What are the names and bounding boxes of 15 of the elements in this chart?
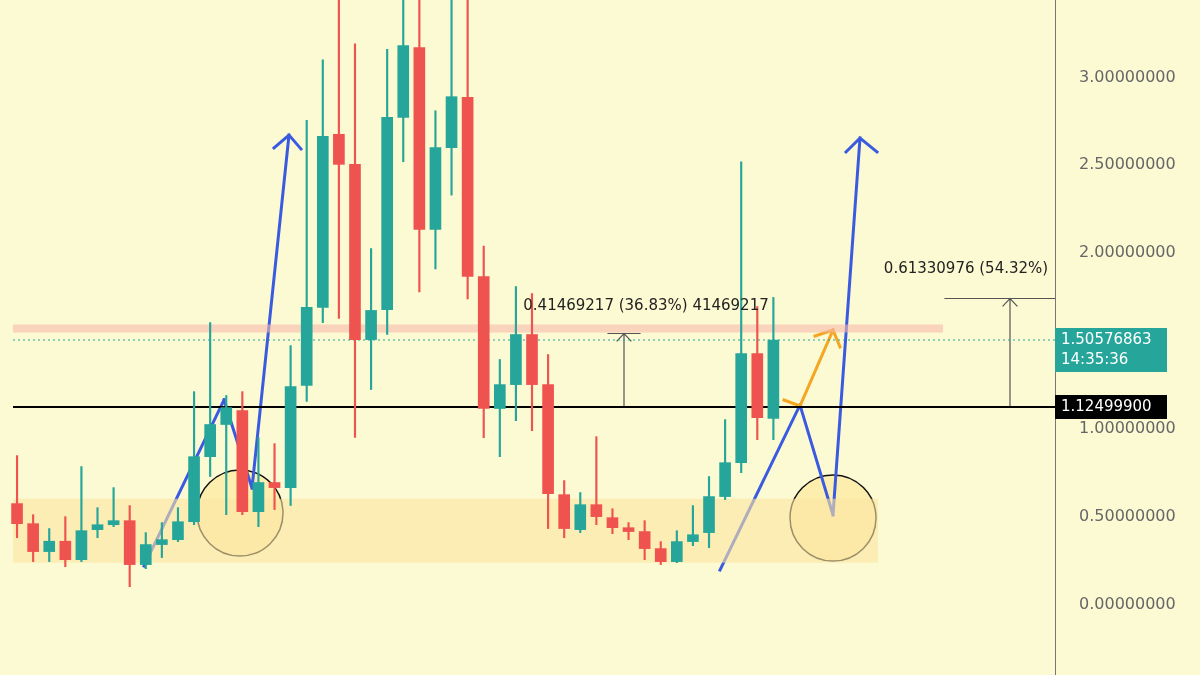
y-tick-label: 0.50000000 [1079,505,1176,525]
candlestick [268,443,281,510]
y-tick-label: 0.00000000 [1079,593,1176,613]
y-tick-label: 1.00000000 [1079,418,1176,438]
candlestick [252,437,265,527]
candlestick [622,522,635,540]
y-tick-label: 3.00000000 [1079,66,1176,86]
ref-line-label: 1.50576863 [1061,329,1152,348]
y-tick-label: 2.50000000 [1079,154,1176,174]
y-tick-label: 2.00000000 [1079,242,1176,262]
ref-line-label: 1.12499900 [1061,396,1152,415]
candlestick [91,507,104,539]
annotation: 0.61330976 (54.32%) [883,259,1049,278]
text: 14:35:36 [1061,349,1129,368]
candlestick [445,0,458,196]
